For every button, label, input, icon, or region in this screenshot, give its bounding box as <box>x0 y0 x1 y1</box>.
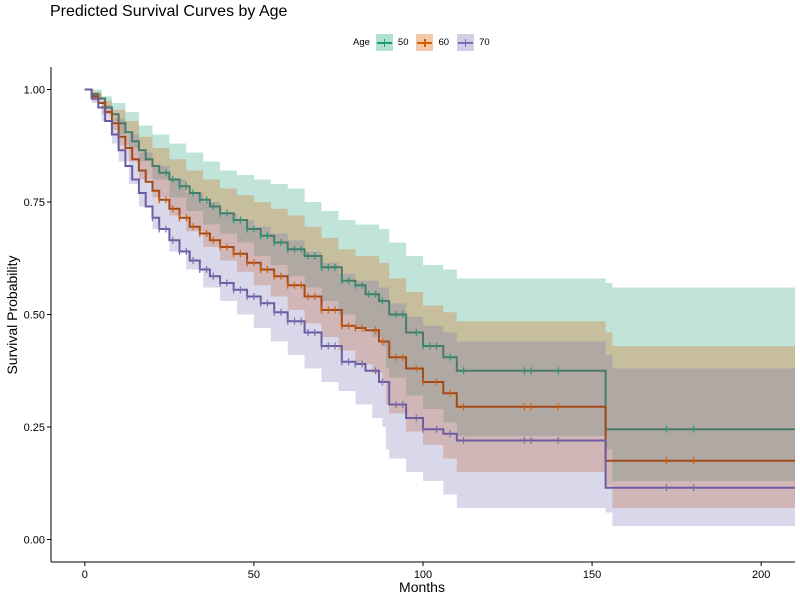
x-ticks: 0 50 100 150 200 <box>82 562 770 581</box>
x-tick-label: 100 <box>414 569 432 581</box>
y-tick-label: 0.25 <box>24 422 45 434</box>
y-tick-label: 0.50 <box>24 310 45 322</box>
x-axis-label: Months <box>399 579 445 595</box>
x-tick-label: 50 <box>248 569 260 581</box>
confidence-band-70 <box>84 89 796 526</box>
confidence-band-60 <box>84 89 796 513</box>
legend-label-70: 70 <box>479 36 490 48</box>
legend-item-60: 60 <box>416 33 450 51</box>
y-axis-label: Survival Probability <box>4 255 20 374</box>
censor-marks <box>151 169 695 492</box>
legend-title: Age <box>353 36 370 48</box>
x-tick-label: 0 <box>82 569 88 581</box>
legend-item-50: 50 <box>375 33 409 51</box>
x-tick-label: 200 <box>752 569 770 581</box>
y-tick-label: 1.00 <box>24 85 45 97</box>
y-tick-label: 0.00 <box>24 535 45 547</box>
legend-label-50: 50 <box>397 36 409 48</box>
legend: Age 50 60 70 <box>353 31 498 53</box>
legend-item-70: 70 <box>457 33 490 51</box>
x-tick-label: 150 <box>583 569 601 581</box>
legend-label-60: 60 <box>438 36 450 48</box>
confidence-band-50 <box>84 89 796 481</box>
y-ticks: 0.00 0.25 0.50 0.75 1.00 <box>24 85 51 547</box>
y-tick-label: 0.75 <box>24 197 45 209</box>
confidence-bands <box>84 89 796 526</box>
legend-key-50 <box>375 33 393 51</box>
legend-key-70 <box>457 33 475 51</box>
legend-key-60 <box>416 33 434 51</box>
chart-title: Predicted Survival Curves by Age <box>50 3 288 20</box>
